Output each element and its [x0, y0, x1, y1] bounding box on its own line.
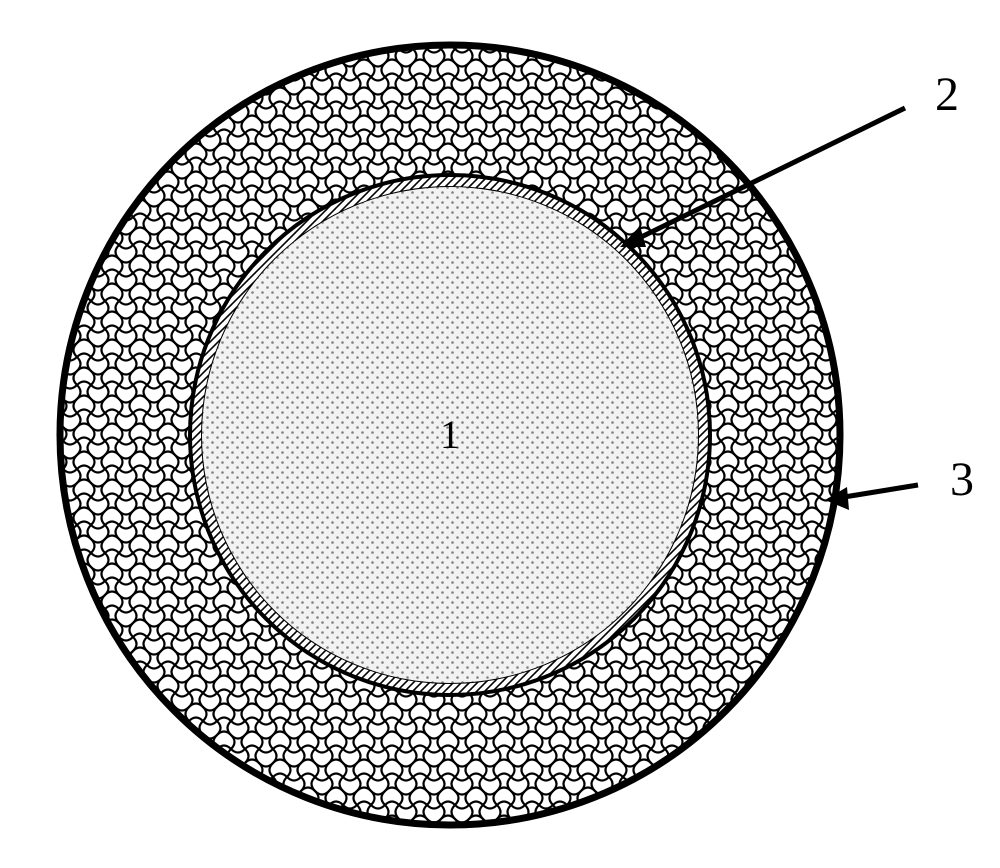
cross-section-diagram: 1 2 3: [0, 0, 1000, 868]
label-core: 1: [440, 412, 460, 457]
label-outer: 3: [950, 453, 974, 506]
label-middle: 2: [935, 68, 959, 121]
